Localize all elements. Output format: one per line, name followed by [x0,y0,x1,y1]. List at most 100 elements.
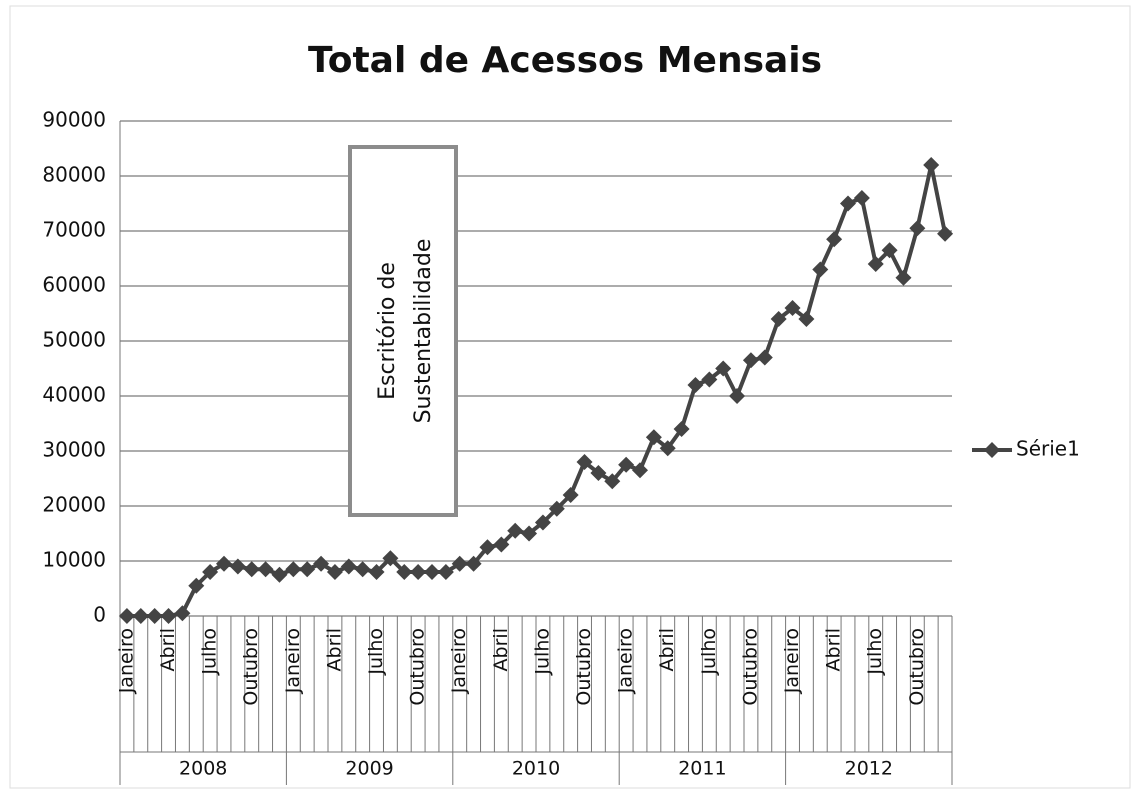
point-marker [521,525,538,542]
x-tick-label: Janeiro [781,628,803,694]
annotation-text: Sustentabilidade [411,239,436,424]
x-tick-label: Julho [864,628,886,676]
x-tick-label: Julho [531,628,553,676]
x-tick-label: Janeiro [448,628,470,694]
point-marker [604,473,621,490]
point-marker [216,555,232,572]
year-label: 2012 [845,758,893,780]
year-label: 2009 [345,758,393,780]
point-marker [229,558,246,575]
point-marker [188,577,205,594]
chart-title: Total de Acessos Mensais [308,40,822,81]
year-label: 2008 [179,758,227,780]
x-tick-label: Outubro [573,628,595,706]
point-marker [271,566,288,583]
point-marker [479,539,496,556]
point-marker [285,561,302,578]
point-marker [895,269,912,286]
chart-frame [9,5,1131,789]
point-marker [382,550,399,567]
y-tick-label: 0 [93,603,106,627]
point-marker [354,561,371,578]
point-marker [590,465,607,481]
point-marker [659,440,676,457]
point-marker [853,190,870,206]
point-marker [368,564,385,580]
x-tick-label: Outubro [240,628,262,706]
y-tick-label: 60000 [42,273,106,297]
x-tick-label: Janeiro [115,628,137,694]
point-marker [299,561,316,578]
x-tick-label: Janeiro [282,628,304,694]
point-marker [451,555,468,572]
x-tick-label: Julho [698,628,720,676]
x-tick-label: Outubro [407,628,429,706]
point-marker [632,462,648,479]
point-marker [937,225,954,242]
x-tick-label: Julho [365,628,387,676]
point-marker [715,360,732,377]
point-marker [424,564,440,580]
point-marker [160,608,177,624]
point-marker [493,536,510,553]
point-marker [923,157,940,173]
x-tick-label: Abril [157,628,179,671]
point-marker [562,487,579,503]
point-marker [770,311,787,327]
point-marker [881,242,898,259]
point-marker [410,564,427,580]
point-marker [673,421,690,437]
point-marker [313,555,330,572]
x-tick-label: Abril [490,628,512,671]
point-marker [340,558,357,575]
x-tick-label: Outubro [906,628,928,706]
x-tick-label: Abril [323,628,345,671]
point-marker [687,377,704,393]
x-tick-label: Janeiro [615,628,637,694]
x-tick-label: Outubro [739,628,761,706]
y-tick-label: 30000 [42,438,106,462]
point-marker [507,522,524,539]
point-marker [118,608,135,624]
point-marker [840,195,856,212]
point-marker [396,564,413,580]
year-label: 2011 [678,758,726,780]
point-marker [909,220,926,237]
y-tick-label: 10000 [42,548,106,572]
y-tick-label: 50000 [42,328,106,352]
legend-marker [984,442,1000,458]
point-marker [784,300,801,316]
y-tick-label: 40000 [42,383,106,407]
y-tick-label: 20000 [42,493,106,517]
annotation-text: Escritório de [375,262,400,400]
x-tick-label: Abril [656,628,678,671]
point-marker [826,231,843,248]
point-marker [534,514,551,531]
point-marker [465,555,482,572]
point-marker [729,388,746,404]
point-marker [798,311,815,327]
point-marker [701,371,718,388]
point-marker [243,561,260,578]
legend-label: Série1 [1016,437,1080,461]
point-marker [202,564,219,580]
point-marker [437,564,454,580]
point-marker [326,564,343,580]
point-marker [132,608,149,624]
point-marker [576,454,593,470]
y-tick-label: 80000 [42,163,106,187]
y-tick-label: 70000 [42,218,106,242]
year-label: 2010 [512,758,560,780]
y-tick-label: 90000 [42,108,106,132]
annotation-box [348,145,458,517]
point-marker [812,261,829,278]
point-marker [257,561,274,578]
point-marker [756,349,773,366]
x-tick-label: Abril [823,628,845,671]
point-marker [618,456,635,473]
point-marker [742,352,759,369]
x-tick-label: Julho [199,628,221,676]
point-marker [867,256,884,272]
